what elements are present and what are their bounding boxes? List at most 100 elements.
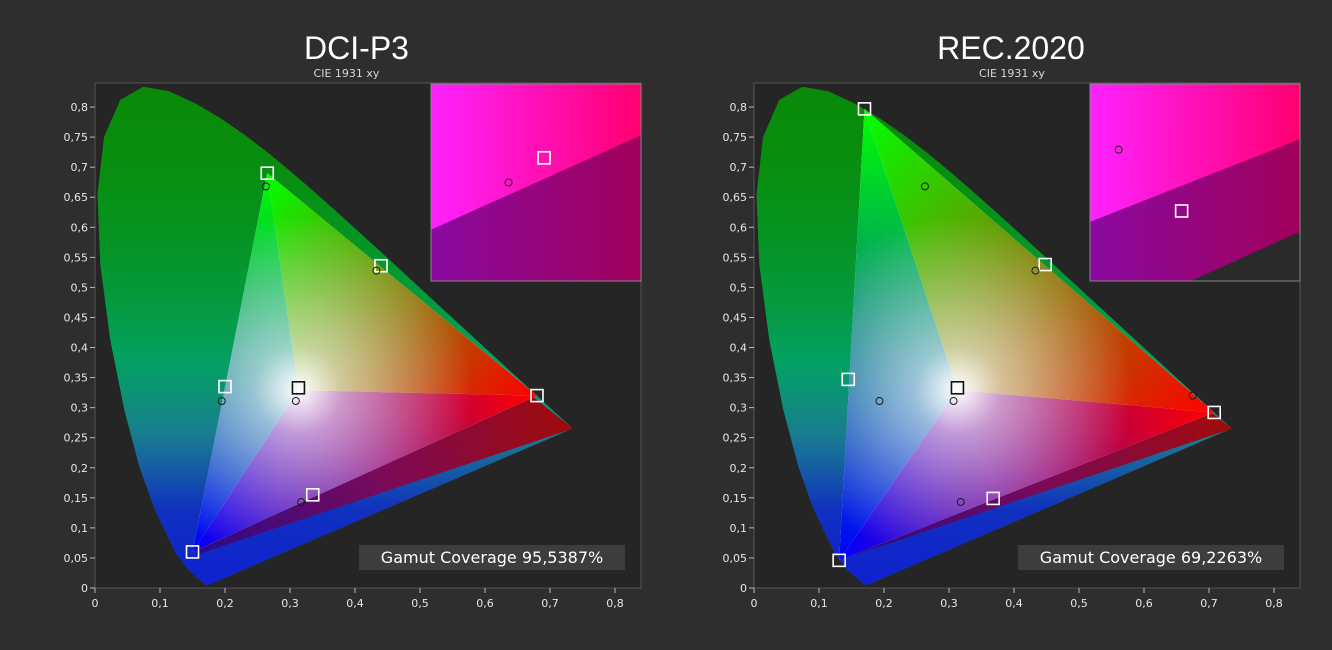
x-tick-label: 0,7 [1200, 597, 1218, 610]
gamut-layer [756, 86, 1232, 586]
y-tick-label: 0,15 [723, 492, 748, 505]
x-tick-label: 0,5 [411, 597, 429, 610]
y-tick-label: 0,2 [71, 462, 89, 475]
measured-marker [261, 182, 270, 191]
y-tick-label: 0,6 [71, 221, 89, 234]
x-tick-label: 0,2 [875, 597, 893, 610]
y-tick-label: 0,7 [71, 161, 89, 174]
x-tick-label: 0,2 [216, 597, 234, 610]
y-tick-label: 0,2 [730, 462, 748, 475]
x-tick-label: 0,1 [810, 597, 828, 610]
coverage-label: Gamut Coverage 69,2263% [1040, 548, 1262, 567]
chart-panel-dci-p3: DCI-P3 CIE 1931 xy 0 0,1 0,2 0,3 0,4 0,5 0,6 0,… [64, 30, 642, 610]
y-tick-label: 0,55 [64, 251, 89, 264]
x-tick-label: 0,1 [151, 597, 169, 610]
inset-target-marker [537, 151, 551, 165]
inset-target-marker [1174, 204, 1189, 218]
inset-zoom [1090, 84, 1300, 281]
y-tick-label: 0,45 [723, 311, 748, 324]
measured-marker [1188, 391, 1197, 400]
x-tick-label: 0,7 [541, 597, 559, 610]
chart-subtitle: CIE 1931 xy [313, 67, 380, 80]
y-tick-label: 0,75 [723, 131, 748, 144]
x-tick-label: 0,3 [281, 597, 299, 610]
cie-diagram: 0 0,1 0,2 0,3 0,4 0,5 0,6 0,7 0,8 0 0,05 0,1 0,15 0,2… [64, 82, 642, 610]
y-tick-label: 0,5 [71, 281, 89, 294]
cie-diagram: 0 0,1 0,2 0,3 0,4 0,5 0,6 0,7 0,8 0 0,05 0,1 0,15 0,2… [723, 82, 1301, 610]
x-tick-label: 0,4 [346, 597, 364, 610]
measured-marker [956, 498, 965, 507]
y-tick-label: 0,4 [730, 342, 748, 355]
target-marker [218, 379, 232, 394]
y-tick-label: 0,5 [730, 281, 748, 294]
target-marker [841, 372, 856, 387]
coverage-box [359, 545, 625, 570]
chart-title: REC.2020 [937, 30, 1085, 66]
target-marker [832, 553, 846, 568]
target-marker [530, 388, 544, 403]
y-tick-label: 0,05 [64, 552, 89, 565]
x-tick-label: 0 [92, 597, 99, 610]
y-tick-label: 0,3 [71, 402, 89, 415]
measured-marker [297, 498, 306, 507]
y-tick-label: 0,1 [730, 522, 748, 535]
y-tick-label: 0,35 [64, 372, 89, 385]
y-tick-label: 0 [740, 582, 747, 595]
target-white-point [950, 381, 965, 395]
inset-measured-marker [1114, 145, 1123, 154]
measured-marker [372, 266, 381, 275]
inset-frame [430, 83, 642, 282]
y-tick-label: 0,7 [730, 161, 748, 174]
x-tick-label: 0,8 [1265, 597, 1283, 610]
x-tick-label: 0,4 [1005, 597, 1023, 610]
y-tick-label: 0,4 [71, 342, 89, 355]
chart-title: DCI-P3 [304, 30, 409, 66]
measured-marker [1031, 266, 1040, 275]
inset-zoom [431, 84, 641, 281]
y-tick-label: 0,65 [723, 191, 748, 204]
y-tick-label: 0,8 [71, 101, 89, 114]
y-tick-label: 0 [81, 582, 88, 595]
x-tick-label: 0,5 [1070, 597, 1088, 610]
measured-marker [217, 397, 226, 406]
coverage-label: Gamut Coverage 95,5387% [381, 548, 603, 567]
target-marker [986, 491, 1001, 506]
y-tick-label: 0,15 [64, 492, 89, 505]
y-tick-label: 0,6 [730, 221, 748, 234]
y-tick-label: 0,3 [730, 402, 748, 415]
target-white-point [291, 381, 306, 395]
white-point-glow [839, 108, 1215, 561]
y-tick-label: 0,65 [64, 191, 89, 204]
target-marker [1038, 257, 1053, 272]
inset-measured-marker [504, 178, 513, 187]
y-tick-label: 0,45 [64, 311, 89, 324]
target-marker [1207, 405, 1222, 420]
gamut-layer [97, 86, 573, 586]
coverage-box [1018, 545, 1284, 570]
target-marker [857, 102, 872, 116]
target-marker [185, 545, 200, 559]
inset-measured-band [1090, 139, 1300, 281]
x-tick-label: 0 [751, 597, 758, 610]
inset-frame [1089, 83, 1301, 282]
measured-marker [875, 397, 884, 406]
y-tick-label: 0,25 [64, 432, 89, 445]
white-point-glow [192, 173, 537, 552]
inset-measured-band [431, 135, 641, 281]
y-tick-label: 0,55 [723, 251, 748, 264]
x-tick-label: 0,8 [606, 597, 624, 610]
y-tick-label: 0,75 [64, 131, 89, 144]
y-tick-label: 0,8 [730, 101, 748, 114]
chart-panel-rec2020: REC.2020 CIE 1931 xy 0 0,1 0,2 0,3 0,4 0,5 0,6… [659, 0, 1325, 650]
x-tick-label: 0,6 [476, 597, 494, 610]
x-tick-label: 0,6 [1135, 597, 1153, 610]
measured-marker [920, 182, 929, 191]
x-tick-label: 0,3 [940, 597, 958, 610]
target-marker [374, 258, 388, 273]
y-tick-label: 0,05 [723, 552, 748, 565]
y-tick-label: 0,1 [71, 522, 89, 535]
measured-marker [949, 397, 958, 406]
target-marker [305, 488, 320, 502]
measured-marker [291, 397, 300, 406]
target-marker [260, 166, 275, 180]
